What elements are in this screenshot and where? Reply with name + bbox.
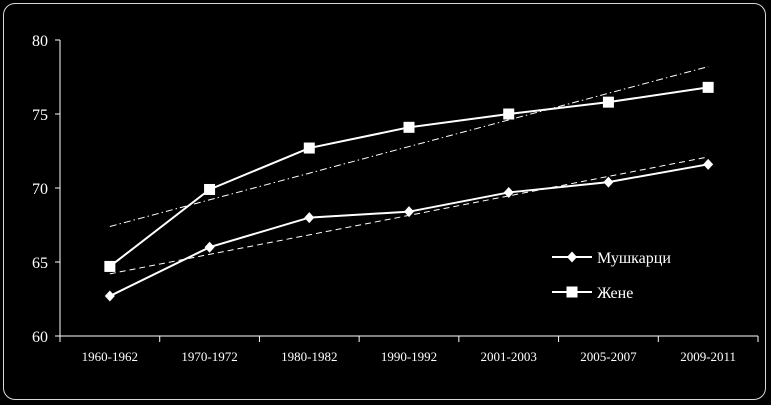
- x-tick-label: 1970-1972: [181, 349, 237, 364]
- series-group: [104, 81, 714, 302]
- x-tick-label: 1980-1982: [281, 349, 337, 364]
- x-tick-label: 2009-2011: [680, 349, 736, 364]
- chart-frame: [3, 3, 766, 400]
- y-tick-label: 60: [32, 329, 48, 346]
- axes: 60 65 70 75 80 1960-1962 1970-1972 1980-1982 199…: [32, 33, 759, 364]
- series-line: [109, 86, 709, 268]
- data-point-square: [403, 121, 415, 133]
- data-point-square: [503, 108, 515, 120]
- data-point-diamond: [603, 176, 614, 188]
- x-tick-label: 2001-2003: [481, 349, 537, 364]
- data-point-diamond: [404, 206, 414, 218]
- y-tick-label: 65: [32, 255, 48, 272]
- legend-label: Жене: [597, 285, 633, 302]
- data-point-diamond: [503, 186, 514, 198]
- data-point-square: [702, 81, 714, 93]
- data-point-square: [602, 96, 614, 108]
- legend-marker-square: [566, 286, 578, 298]
- trendlines: [109, 66, 709, 275]
- legend-label: Мушкарци: [597, 250, 671, 267]
- x-tick-label: 1960-1962: [82, 349, 138, 364]
- data-point-square: [104, 260, 116, 272]
- series-line: [109, 163, 709, 297]
- y-tick-label: 75: [32, 107, 48, 124]
- x-tick-label: 2005-2007: [580, 349, 637, 364]
- trendline: [109, 66, 709, 227]
- data-point-square: [303, 142, 315, 154]
- data-point-square: [204, 183, 216, 195]
- data-point-diamond: [104, 290, 115, 302]
- data-point-diamond: [204, 241, 215, 253]
- data-point-diamond: [703, 158, 714, 170]
- legend-marker-diamond: [567, 251, 577, 263]
- y-tick-label: 80: [32, 33, 48, 50]
- legend: Мушкарци Жене: [552, 250, 671, 302]
- data-point-diamond: [304, 212, 315, 224]
- x-tick-label: 1990-1992: [381, 349, 437, 364]
- y-tick-label: 70: [32, 181, 48, 198]
